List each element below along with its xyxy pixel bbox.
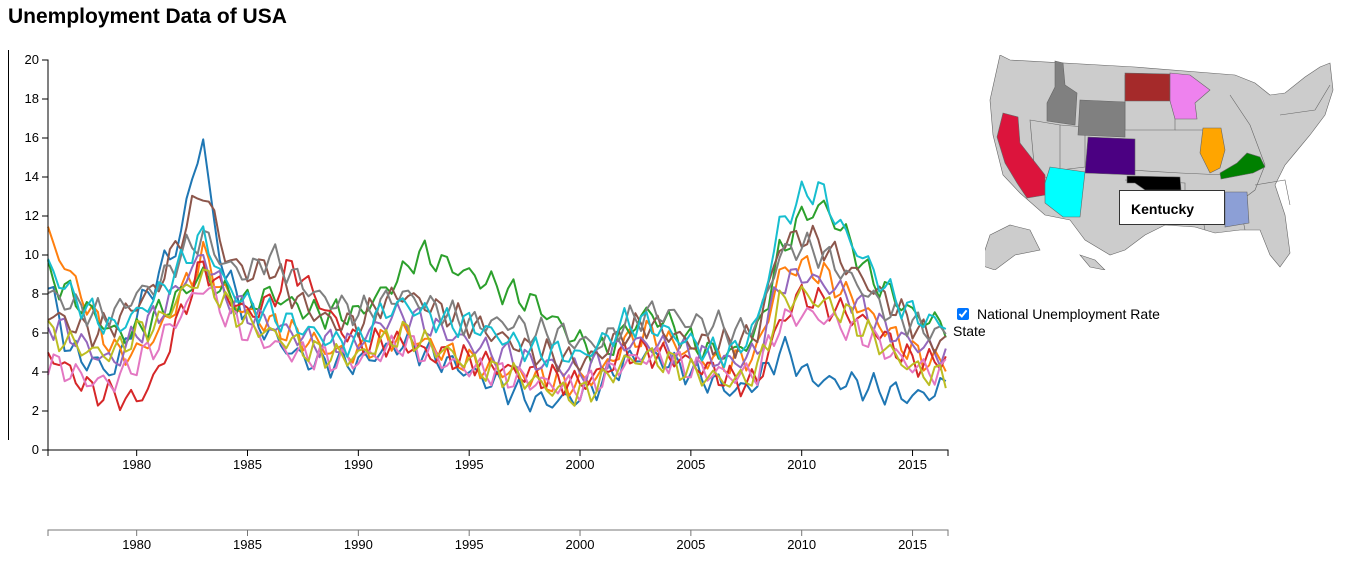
x-axis-line	[47, 449, 949, 456]
legend-row-state: State	[953, 322, 1160, 339]
x-tick-label: 1985	[233, 457, 262, 472]
national-rate-checkbox[interactable]	[957, 307, 969, 320]
x-tick-label: 2015	[898, 457, 927, 472]
y-tick-label: 10	[25, 247, 39, 262]
map-state-north-dakota[interactable]	[1124, 72, 1171, 102]
map-state-california[interactable]	[996, 112, 1046, 199]
y-tick-label: 6	[32, 325, 39, 340]
left-divider	[8, 50, 9, 440]
context-brush-chart[interactable]: 1980 1985 1990 1995 2000 2005 2010 2015	[0, 0, 960, 565]
y-tick-label: 0	[32, 442, 39, 457]
page-title: Unemployment Data of USA	[8, 5, 287, 28]
map-state-kentucky[interactable]	[1219, 152, 1266, 180]
y-tick-label: 12	[25, 208, 39, 223]
x-tick-label: 1980	[122, 457, 151, 472]
legend-row-national: National Unemployment Rate	[953, 305, 1160, 322]
main-axes-group: 0 2 4 6 8 10 12 14 16 18 20 1980 1985 1990 1995 2000 200…	[25, 52, 949, 472]
y-tick-label: 4	[32, 364, 39, 379]
x-tick-label: 2005	[676, 457, 705, 472]
context-tick-label: 1995	[455, 537, 484, 552]
y-tick-label: 18	[25, 91, 39, 106]
series-line-9[interactable]	[47, 268, 947, 407]
main-line-chart[interactable]: 0 2 4 6 8 10 12 14 16 18 20 1980 1985 1990 1995 2000 200…	[0, 0, 960, 480]
x-tick-label: 1990	[344, 457, 373, 472]
context-tick-label: 2015	[898, 537, 927, 552]
series-line-4[interactable]	[47, 259, 947, 412]
context-tick-label: 1985	[233, 537, 262, 552]
state-label: State	[953, 322, 986, 339]
map-tooltip: Kentucky	[1119, 190, 1225, 225]
series-line-10[interactable]	[47, 180, 947, 369]
map-alaska	[985, 224, 1041, 270]
map-state-illinois[interactable]	[1199, 127, 1226, 174]
series-line-3[interactable]	[47, 199, 947, 364]
map-state-colorado[interactable]	[1084, 136, 1136, 176]
series-line-8[interactable]	[47, 229, 947, 351]
legend-panel: National Unemployment Rate State	[953, 305, 1160, 339]
y-tick-label: 20	[25, 52, 39, 67]
national-rate-label: National Unemployment Rate	[977, 305, 1160, 322]
map-state-alabama[interactable]	[1224, 191, 1250, 228]
y-tick-label: 2	[32, 403, 39, 418]
map-state-wyoming[interactable]	[1077, 99, 1126, 138]
context-tick-label: 1990	[344, 537, 373, 552]
series-lines-group	[47, 138, 947, 413]
x-tick-label: 2010	[787, 457, 816, 472]
series-line-1[interactable]	[47, 138, 947, 413]
context-x-axis-line	[47, 529, 949, 536]
context-tick-label: 2005	[676, 537, 705, 552]
context-tick-label: 1980	[122, 537, 151, 552]
y-tick-label: 16	[25, 130, 39, 145]
context-axis-group: 1980 1985 1990 1995 2000 2005 2010 2015	[47, 529, 949, 552]
x-tick-label: 2000	[566, 457, 595, 472]
map-state-idaho[interactable]	[1046, 60, 1078, 126]
context-tick-label: 2010	[787, 537, 816, 552]
us-state-map[interactable]	[985, 55, 1335, 270]
x-tick-label: 1995	[455, 457, 484, 472]
map-hawaii	[1079, 254, 1106, 270]
context-tick-label: 2000	[566, 537, 595, 552]
map-state-minnesota[interactable]	[1169, 72, 1211, 120]
y-tick-label: 8	[32, 286, 39, 301]
y-tick-label: 14	[25, 169, 39, 184]
